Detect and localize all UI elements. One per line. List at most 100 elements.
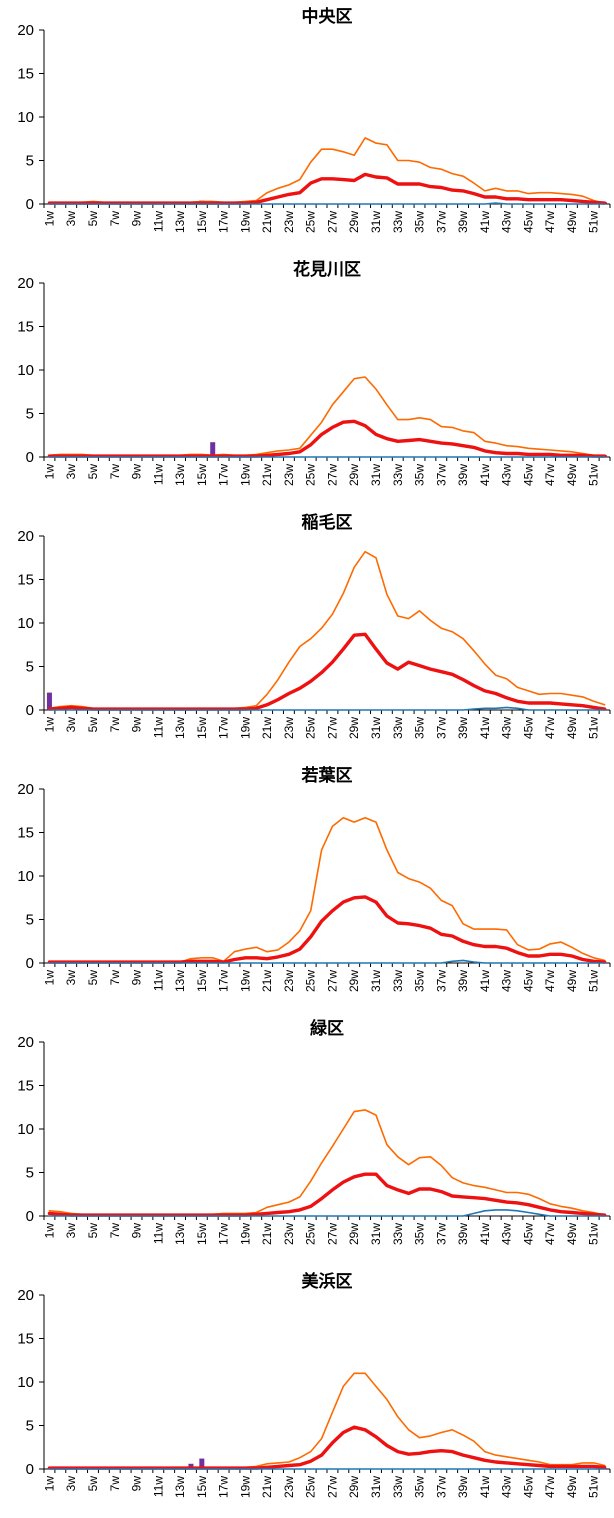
x-tick-label: 31w [369, 717, 383, 739]
series-line-2 [47, 172, 607, 205]
x-tick-label: 5w [86, 1476, 100, 1492]
x-tick-label: 35w [413, 970, 427, 992]
x-tick-label: 35w [413, 211, 427, 233]
series-line-3 [48, 1209, 606, 1217]
y-tick-label: 15 [17, 572, 34, 589]
y-tick-label: 10 [17, 615, 34, 632]
y-tick-label: 10 [17, 868, 34, 885]
x-tick-label: 39w [456, 1223, 470, 1245]
x-tick-label: 29w [347, 717, 361, 739]
x-tick-label: 31w [369, 464, 383, 486]
x-tick-label: 1w [42, 970, 56, 986]
x-tick-label: 7w [108, 717, 122, 733]
x-tick-label: 31w [369, 211, 383, 233]
y-tick-label: 0 [26, 449, 34, 466]
x-tick-label: 5w [86, 1223, 100, 1239]
y-tick-label: 10 [17, 362, 34, 379]
x-tick-label: 45w [521, 717, 535, 739]
series-line-1 [48, 1372, 606, 1469]
x-tick-label: 31w [369, 970, 383, 992]
x-tick-label: 25w [304, 1476, 318, 1498]
bar [210, 442, 216, 457]
series-line-2 [47, 419, 607, 458]
x-tick-label: 19w [238, 464, 252, 486]
x-tick-label: 1w [42, 717, 56, 733]
x-tick-label: 5w [86, 464, 100, 480]
x-tick-label: 25w [304, 464, 318, 486]
x-tick-label: 45w [521, 1223, 535, 1245]
x-tick-label: 19w [238, 717, 252, 739]
x-tick-label: 5w [86, 717, 100, 733]
x-tick-label: 39w [456, 464, 470, 486]
y-tick-label: 5 [26, 659, 34, 676]
x-tick-label: 13w [173, 464, 187, 486]
x-tick-label: 43w [500, 970, 514, 992]
x-tick-label: 51w [587, 211, 601, 233]
x-tick-label: 17w [217, 1476, 231, 1498]
x-tick-label: 11w [151, 717, 165, 738]
x-tick-label: 49w [565, 717, 579, 739]
x-tick-label: 35w [413, 717, 427, 739]
series-line-1 [48, 550, 606, 710]
y-tick-label: 15 [17, 319, 34, 336]
x-tick-label: 37w [434, 1223, 448, 1245]
x-tick-label: 47w [543, 717, 557, 739]
chart-panel-2: 花見川区 0 5 10 15 20 1w 3w 5w 7w 9w 11w 13w 15w 17w 19w 21w… [17, 259, 611, 486]
x-tick-label: 43w [500, 1476, 514, 1498]
x-tick-label: 19w [238, 970, 252, 992]
x-tick-label: 13w [173, 717, 187, 739]
y-tick-label: 0 [26, 702, 34, 719]
x-tick-label: 49w [565, 970, 579, 992]
x-tick-label: 11w [151, 464, 165, 485]
x-tick-label: 47w [543, 1223, 557, 1245]
x-tick-label: 3w [64, 464, 78, 480]
y-tick-label: 20 [17, 781, 34, 798]
x-tick-label: 29w [347, 464, 361, 486]
x-tick-label: 25w [304, 211, 318, 233]
x-tick-label: 25w [304, 717, 318, 739]
y-tick-label: 15 [17, 825, 34, 842]
x-tick-label: 41w [478, 1476, 492, 1498]
x-tick-label: 7w [108, 1476, 122, 1492]
x-tick-label: 31w [369, 1223, 383, 1245]
y-tick-label: 5 [26, 153, 34, 170]
x-tick-label: 51w [587, 717, 601, 739]
x-tick-label: 3w [64, 1476, 78, 1492]
y-tick-label: 20 [17, 1034, 34, 1051]
chart-title: 若葉区 [301, 765, 353, 786]
x-tick-label: 15w [195, 1223, 209, 1245]
x-tick-label: 45w [521, 1476, 535, 1498]
y-tick-label: 5 [26, 406, 34, 423]
x-tick-label: 13w [173, 1476, 187, 1498]
y-tick-label: 20 [17, 22, 34, 39]
x-tick-label: 45w [521, 211, 535, 233]
x-tick-label: 21w [260, 1476, 274, 1498]
x-tick-label: 15w [195, 717, 209, 739]
x-tick-label: 1w [42, 464, 56, 480]
x-tick-label: 15w [195, 1476, 209, 1498]
x-tick-label: 41w [478, 211, 492, 233]
x-tick-label: 17w [217, 211, 231, 233]
x-tick-label: 49w [565, 1476, 579, 1498]
x-tick-label: 33w [391, 970, 405, 992]
x-tick-label: 9w [130, 464, 144, 480]
x-tick-label: 47w [543, 464, 557, 486]
x-tick-label: 23w [282, 970, 296, 992]
x-tick-label: 27w [325, 1223, 339, 1245]
x-tick-label: 45w [521, 970, 535, 992]
x-tick-label: 51w [587, 1223, 601, 1245]
x-tick-label: 7w [108, 1223, 122, 1239]
x-tick-label: 15w [195, 970, 209, 992]
x-tick-label: 9w [130, 211, 144, 227]
x-tick-label: 27w [325, 1476, 339, 1498]
x-tick-label: 17w [217, 970, 231, 992]
y-tick-label: 15 [17, 66, 34, 83]
x-tick-label: 7w [108, 464, 122, 480]
series-line-3 [48, 706, 606, 711]
x-tick-label: 51w [587, 1476, 601, 1498]
x-tick-label: 25w [304, 970, 318, 992]
x-tick-label: 37w [434, 717, 448, 739]
x-tick-label: 37w [434, 1476, 448, 1498]
x-tick-label: 33w [391, 211, 405, 233]
x-tick-label: 21w [260, 464, 274, 486]
